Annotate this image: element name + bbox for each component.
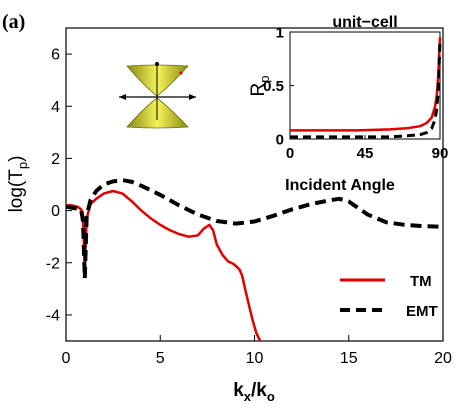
panel-label: (a)	[2, 11, 25, 33]
y-tick-label: 4	[51, 99, 60, 116]
y-tick-label: -4	[46, 308, 60, 325]
series-line-emt	[65, 178, 444, 281]
y-tick-label: 0	[276, 131, 284, 148]
dispersion-cone-icon	[119, 62, 196, 129]
inset-plot-frame	[289, 31, 441, 140]
y-tick-label: 6	[51, 47, 60, 64]
inset-plot: 0 45 90 0 0.5 1 unit−cell Incident Angle Rp	[248, 14, 448, 194]
inset-x-axis-label: Incident Angle	[285, 177, 395, 194]
series-line-emt	[290, 40, 442, 139]
legend-emt-label: EMT	[406, 303, 438, 320]
y-tick-label: 0	[51, 203, 60, 220]
inset-title: unit−cell	[332, 14, 397, 31]
y-tick-label: 0.5	[263, 78, 284, 95]
y-tick-label: 1	[276, 24, 284, 41]
x-tick-label: 10	[246, 350, 264, 367]
main-y-axis-label: log(Tp)	[6, 156, 30, 213]
legend-tm-label: TM	[410, 273, 432, 290]
x-tick-label: 45	[357, 145, 374, 162]
inset-y-axis-label: Rp	[248, 76, 272, 97]
x-tick-label: 5	[156, 350, 165, 367]
x-tick-label: 15	[340, 350, 358, 367]
x-tick-label: 90	[432, 145, 449, 162]
y-tick-label: -2	[46, 255, 60, 272]
x-tick-label: 20	[434, 350, 452, 367]
y-tick-label: 2	[51, 151, 60, 168]
x-tick-label: 0	[62, 350, 71, 367]
series-line-tm	[66, 189, 262, 342]
main-x-axis-label: kx/ko	[233, 380, 275, 404]
legend: TM EMT	[340, 273, 438, 320]
x-tick-label: 0	[286, 145, 294, 162]
